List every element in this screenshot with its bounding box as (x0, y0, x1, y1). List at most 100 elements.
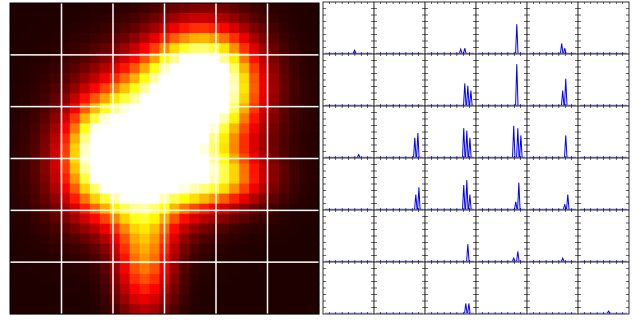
spectra-panel-frame (577, 209, 630, 263)
spectra-panel (424, 261, 477, 315)
heatmap-cell (49, 283, 61, 295)
heatmap-cell (239, 293, 250, 305)
heatmap-cell (139, 303, 151, 315)
heatmap-cell (149, 53, 161, 64)
heatmap-cell (239, 13, 250, 24)
heatmap-cell (59, 303, 71, 315)
heatmap-cell (99, 173, 111, 185)
heatmap-cell (99, 283, 111, 295)
heatmap-cell (279, 203, 290, 215)
spectra-panel-frame (373, 157, 426, 211)
spectrum-peak (465, 130, 469, 158)
heatmap-cell (49, 233, 61, 245)
heatmap-cell (229, 203, 240, 215)
heatmap-cell (49, 113, 61, 124)
heatmap-cell (139, 73, 151, 84)
heatmap-cell (279, 173, 290, 185)
heatmap-cell (239, 283, 250, 295)
spectra-panel-frame (526, 1, 579, 55)
heatmap-cell (39, 23, 51, 34)
heatmap-cell (259, 123, 270, 135)
heatmap-cell (299, 73, 310, 84)
heatmap-cell (169, 193, 181, 205)
heatmap-cell (249, 73, 260, 84)
heatmap-cell (10, 203, 21, 215)
heatmap-cell (69, 293, 81, 305)
heatmap-cell (259, 3, 270, 14)
heatmap-cell (219, 233, 230, 245)
heatmap-cell (219, 243, 230, 255)
heatmap-cell (249, 233, 260, 245)
heatmap-cell (239, 273, 250, 285)
heatmap-cell (149, 243, 161, 255)
heatmap-cell (149, 213, 161, 225)
heatmap-cell (59, 173, 71, 185)
heatmap-cell (179, 33, 191, 44)
spectra-panel-frame (475, 53, 528, 107)
heatmap-cell (269, 163, 280, 175)
heatmap-cell (169, 103, 181, 114)
heatmap-cell (169, 163, 181, 175)
spectra-panel-frame (322, 157, 375, 211)
heatmap-cell (99, 23, 111, 34)
heatmap-cell (289, 23, 300, 34)
heatmap-cell (309, 23, 320, 34)
heatmap-cell (209, 223, 220, 235)
spectra-panel-frame (526, 157, 579, 211)
heatmap-cell (229, 183, 240, 195)
heatmap-cell (169, 3, 181, 14)
heatmap-cell (179, 133, 191, 145)
spectra-panel (373, 261, 426, 315)
heatmap-cell (19, 53, 31, 64)
heatmap-cell (239, 303, 250, 315)
heatmap-cell (169, 33, 181, 44)
heatmap-cell (19, 133, 31, 145)
heatmap-cell (199, 213, 210, 225)
spectra-panel-frame (577, 1, 630, 55)
heatmap-cell (29, 253, 41, 265)
heatmap-cell (99, 53, 111, 64)
heatmap-cell (39, 13, 51, 24)
heatmap-cell (69, 53, 81, 64)
heatmap-cell (219, 173, 230, 185)
heatmap-cell (149, 143, 161, 155)
heatmap-cell (269, 53, 280, 64)
heatmap-cell (29, 223, 41, 235)
heatmap-cell (99, 73, 111, 84)
spectra-panel-frame (526, 53, 579, 107)
heatmap-cell (129, 53, 141, 64)
heatmap-cell (219, 3, 230, 14)
heatmap-cell (39, 293, 51, 305)
heatmap-cell (149, 43, 161, 54)
heatmap-cell (29, 133, 41, 145)
heatmap-cell (229, 63, 240, 74)
heatmap-cell (219, 253, 230, 265)
heatmap-cell (269, 203, 280, 215)
heatmap-cell (89, 253, 101, 265)
heatmap-cell (249, 293, 260, 305)
heatmap-cell (129, 203, 141, 215)
spectra-panel-frame (373, 209, 426, 263)
heatmap-cell (309, 243, 320, 255)
heatmap-cell (179, 103, 191, 114)
heatmap-cell (39, 243, 51, 255)
heatmap-cell (119, 73, 131, 84)
heatmap-cell (29, 53, 41, 64)
heatmap-cell (99, 213, 111, 225)
heatmap-cell (179, 123, 191, 135)
heatmap-cell (189, 13, 200, 24)
spectra-panel (322, 105, 375, 159)
heatmap-cell (169, 23, 181, 34)
heatmap-cell (89, 53, 101, 64)
heatmap-cell (29, 193, 41, 205)
heatmap-cell (149, 303, 161, 315)
heatmap-cell (109, 273, 121, 285)
heatmap-cell (89, 3, 101, 14)
heatmap-cell (89, 283, 101, 295)
heatmap-cell (99, 303, 111, 315)
heatmap-cell (169, 113, 181, 124)
heatmap-cell (229, 113, 240, 124)
heatmap-cell (129, 83, 141, 94)
heatmap-cell (229, 83, 240, 94)
